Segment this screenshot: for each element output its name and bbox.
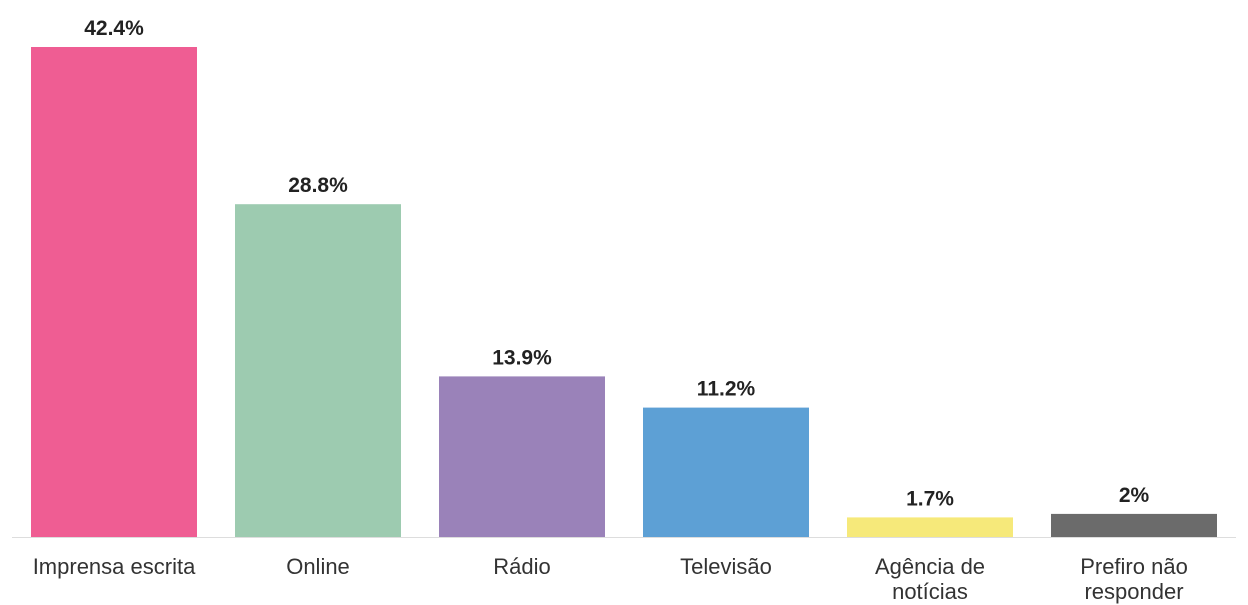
bar bbox=[847, 517, 1013, 537]
bar-value-label: 2% bbox=[1119, 484, 1150, 507]
bar-value-label: 28.8% bbox=[288, 174, 348, 197]
category-tick-label: Online bbox=[286, 554, 350, 579]
bar bbox=[235, 204, 401, 537]
value-labels-group: 42.4% 28.8% 13.9% 11.2% 1.7% 2% bbox=[84, 17, 1149, 510]
category-tick-label: Prefiro não responder bbox=[1080, 554, 1188, 604]
bar bbox=[643, 407, 809, 537]
bar-value-label: 11.2% bbox=[697, 378, 756, 401]
bar bbox=[439, 376, 605, 537]
bars-group bbox=[31, 47, 1217, 537]
bar bbox=[1051, 513, 1217, 537]
bar-value-label: 13.9% bbox=[492, 346, 552, 369]
bar-value-label: 42.4% bbox=[84, 17, 144, 40]
category-tick-label: Televisão bbox=[680, 554, 772, 579]
category-tick-label: Agência de notícias bbox=[875, 554, 985, 604]
category-tick-label: Imprensa escrita bbox=[33, 554, 196, 579]
bar bbox=[31, 47, 197, 537]
bar-value-label: 1.7% bbox=[906, 487, 954, 510]
category-tick-label: Rádio bbox=[493, 554, 550, 579]
category-labels-group: Imprensa escrita Online Rádio Televisão Agên… bbox=[33, 554, 1188, 604]
